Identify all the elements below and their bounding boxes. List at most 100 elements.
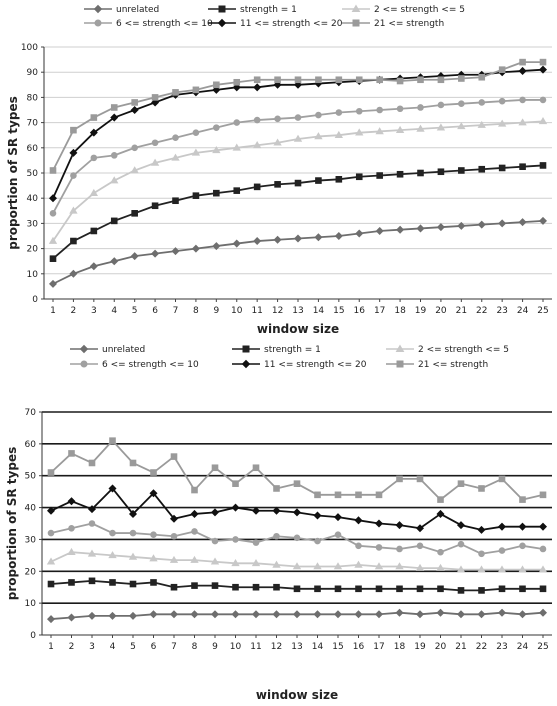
chart2-data-point <box>374 562 384 570</box>
chart2-data-point <box>87 611 97 620</box>
chart2-data-point <box>232 536 239 543</box>
chart1-data-point <box>191 244 200 253</box>
chart2-legend-marker <box>395 344 405 352</box>
chart2-legend-marker <box>79 344 89 354</box>
chart1-data-point <box>151 94 159 101</box>
chart2-data-point <box>109 437 116 444</box>
chart2-x-tick-label: 12 <box>271 642 282 652</box>
chart1-data-point <box>150 158 160 166</box>
chart2-data-point <box>108 484 117 493</box>
chart1-legend-item: 2 <= strength <= 5 <box>342 4 465 15</box>
chart1-legend-item: 11 <= strength <= 20 <box>208 18 343 29</box>
chart2-data-point <box>67 613 76 622</box>
chart1-legend-marker <box>351 4 361 12</box>
chart1-data-point <box>518 218 527 227</box>
chart2-data-point <box>87 549 97 557</box>
chart2-data-point <box>478 587 485 594</box>
chart2-data-point <box>273 532 280 540</box>
chart1-x-tick-label: 21 <box>456 306 467 316</box>
chart1-data-point <box>69 269 78 278</box>
chart1-data-point <box>478 73 486 81</box>
chart2-data-point <box>231 610 240 619</box>
chart1-data-point <box>192 192 200 199</box>
chart1-data-point <box>355 76 363 84</box>
chart1-legend-item: unrelated <box>84 4 159 15</box>
chart2-data-point <box>231 503 240 512</box>
chart1-data-point <box>48 194 58 203</box>
chart2-y-axis-title: proportion of SR types <box>5 447 19 600</box>
chart1-data-point <box>274 181 281 188</box>
chart1-data-point <box>335 109 343 116</box>
chart1-x-axis-title: window size <box>257 322 339 336</box>
chart1-data-point <box>89 128 98 137</box>
chart2-data-point <box>170 583 178 591</box>
chart2-data-point <box>88 459 96 467</box>
chart1-data-point <box>396 225 405 234</box>
chart1-x-tick-label: 24 <box>517 306 529 316</box>
chart1-data-point <box>253 237 262 246</box>
chart1-data-point <box>498 66 506 73</box>
chart2-legend-marker <box>241 359 251 369</box>
chart1-y-tick-label: 80 <box>27 93 39 103</box>
chart1-x-ticks: 1 2 3 4 5 6 7 8 9 10 11 12 13 14 15 16 17 18 19 20 21 22 23 24 2… <box>50 299 549 316</box>
chart1-data-point <box>49 167 57 174</box>
chart1-data-point <box>232 83 241 92</box>
chart1-y-tick-label: 0 <box>32 295 38 305</box>
chart2-data-point <box>293 534 301 542</box>
chart1-data-point <box>417 76 424 84</box>
chart1-data-point <box>538 117 548 125</box>
chart2-data-point <box>210 610 220 619</box>
chart1-data-point <box>437 76 445 84</box>
chart1-data-point <box>538 65 548 74</box>
chart2-data-point <box>416 585 424 593</box>
chart2-data-point <box>354 560 363 568</box>
chart1-data-point <box>416 124 425 132</box>
chart1-x-tick-label: 23 <box>496 306 507 316</box>
chart2-y-tick-label: 40 <box>25 504 37 514</box>
chart2-data-point <box>190 610 199 619</box>
chart1-data-point <box>416 224 425 233</box>
chart2-y-tick-label: 70 <box>25 408 37 418</box>
chart2-data-point <box>88 577 96 585</box>
chart2-y-tick-label: 20 <box>25 567 37 577</box>
chart2-x-tick-label: 14 <box>312 642 324 652</box>
chart1-data-point <box>436 123 446 131</box>
chart2-legend-label: 2 <= strength <= 5 <box>418 345 509 355</box>
chart1-data-point <box>395 125 405 133</box>
chart2-data-point <box>190 555 199 563</box>
chart2-data-point <box>396 585 403 593</box>
chart1-data-point <box>396 170 404 178</box>
chart1-y-tick-label: 100 <box>21 43 38 53</box>
chart2-y-tick-label: 60 <box>25 440 37 450</box>
chart1-data-point <box>376 172 383 179</box>
chart1-legend-marker <box>217 18 227 28</box>
chart2-x-tick-label: 20 <box>435 642 447 652</box>
chart1-data-point <box>294 179 302 187</box>
chart1-data-point <box>253 116 261 124</box>
chart1-legend-label: 2 <= strength <= 5 <box>374 5 465 15</box>
chart2-data-point <box>272 610 281 619</box>
chart2-data-point <box>273 583 280 591</box>
chart1-data-point <box>151 98 160 107</box>
chart1-data-point <box>457 122 466 130</box>
chart2-data-point <box>232 480 239 487</box>
chart2-data-point <box>395 521 404 530</box>
chart2-y-tick-label: 0 <box>30 631 36 641</box>
chart2-data-point <box>498 585 506 593</box>
chart2-data-point <box>437 548 444 556</box>
chart2-data-point <box>456 521 466 530</box>
chart2-data-point <box>67 497 76 506</box>
chart1-data-point <box>233 187 241 194</box>
chart1-series-line <box>52 219 544 285</box>
chart1-data-point <box>315 177 322 184</box>
chart1-x-tick-label: 1 <box>50 306 56 316</box>
chart2-data-point <box>68 524 75 532</box>
chart1-legend-item: 6 <= strength <= 10 <box>84 19 213 29</box>
chart1-legend-label: 21 <= strength <box>374 19 444 29</box>
chart1-x-tick-label: 20 <box>435 306 447 316</box>
chart2-data-point <box>375 544 383 551</box>
chart1-data-point <box>355 229 364 238</box>
chart2-data-point <box>314 585 321 593</box>
chart2-x-tick-label: 6 <box>151 642 157 652</box>
chart1-data-point <box>172 197 179 205</box>
